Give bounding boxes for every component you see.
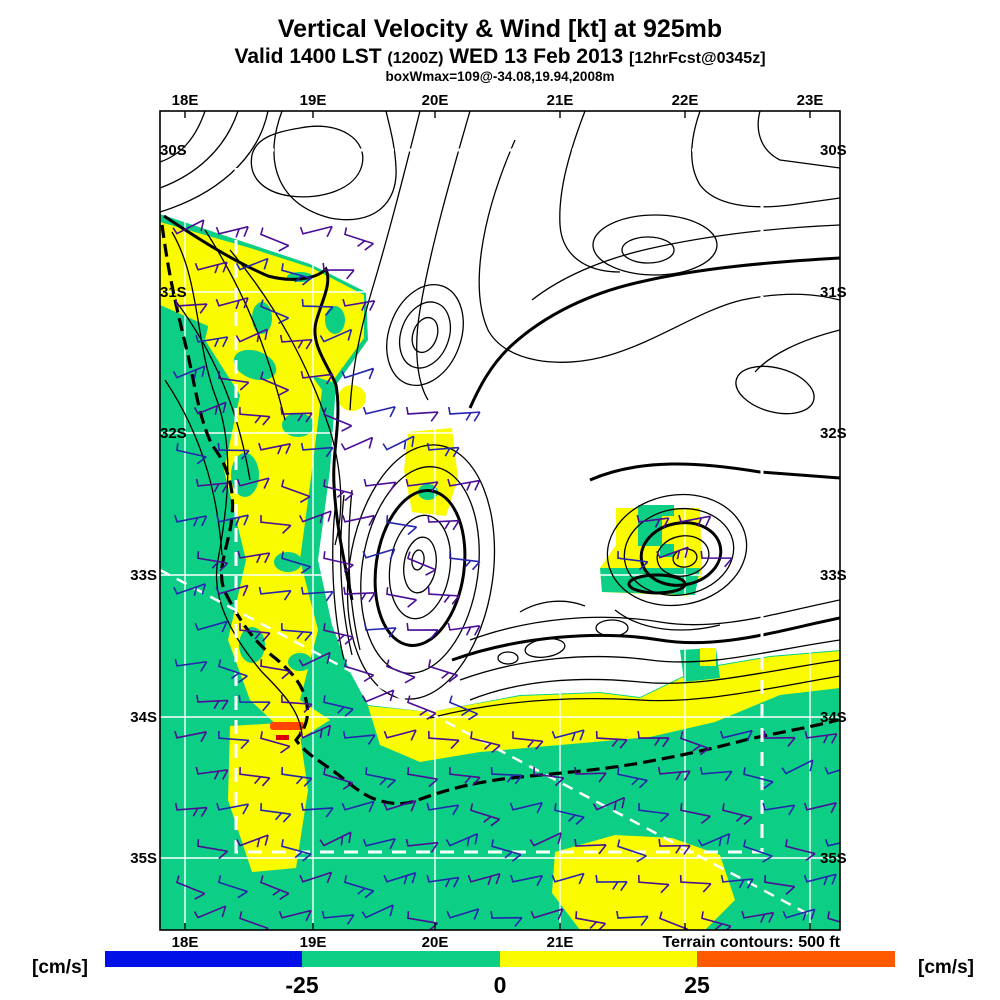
wmax-info-line: boxWmax=109@-34.08,19.94,2008m [386, 69, 615, 84]
bottom-axis-labels: 18E 19E 20E 21E [172, 934, 574, 951]
colorbar-segment-strong-sinking [105, 951, 302, 967]
colorbar: [cm/s] [cm/s] -25 0 25 [32, 951, 974, 998]
left-tick-label: 35S [130, 850, 157, 867]
colorbar-tick: -25 [285, 972, 318, 998]
terrain-contours [160, 111, 840, 736]
colorbar-tick: 25 [684, 972, 710, 998]
top-tick-label: 20E [422, 92, 449, 109]
right-tick-label: 35S [820, 850, 847, 867]
right-tick-label: 30S [820, 142, 847, 159]
left-tick-label: 32S [160, 425, 187, 442]
left-tick-label: 34S [130, 709, 157, 726]
left-tick-label: 30S [160, 142, 187, 159]
top-tick-label: 18E [172, 92, 199, 109]
top-tick-label: 23E [797, 92, 824, 109]
top-axis-labels: 18E 19E 20E 21E 22E 23E [172, 92, 824, 109]
right-tick-label: 32S [820, 425, 847, 442]
left-tick-label: 31S [160, 284, 187, 301]
right-tick-label: 34S [820, 709, 847, 726]
bottom-tick-label: 19E [300, 934, 327, 951]
top-tick-label: 19E [300, 92, 327, 109]
coastline [160, 224, 839, 806]
left-tick-label: 33S [130, 567, 157, 584]
colorbar-segment-weak-sinking [302, 951, 500, 967]
top-tick-label: 21E [547, 92, 574, 109]
bottom-tick-label: 21E [547, 934, 574, 951]
right-tick-label: 31S [820, 284, 847, 301]
wind-barbs [172, 219, 840, 930]
right-axis-labels: 30S 31S 32S 33S 34S 35S [820, 142, 847, 867]
top-tick-label: 22E [672, 92, 699, 109]
axis-ticks [184, 111, 811, 930]
page-title: Vertical Velocity & Wind [kt] at 925mb [278, 15, 722, 43]
colorbar-segment-weak-rising [500, 951, 697, 967]
left-axis-labels: 30S 31S 32S 33S 34S 35S [130, 142, 186, 867]
bottom-tick-label: 18E [172, 934, 199, 951]
colorbar-units-right: [cm/s] [918, 957, 974, 978]
terrain-contours-note: Terrain contours: 500 ft [662, 934, 840, 951]
map-frame [159, 110, 841, 931]
colorbar-tick: 0 [494, 972, 507, 998]
wmax-marker [270, 722, 304, 730]
colorbar-units-left: [cm/s] [32, 957, 88, 978]
right-tick-label: 33S [820, 567, 847, 584]
vertical-velocity-fills [160, 214, 840, 930]
valid-time-line: Valid 1400 LST (1200Z) WED 13 Feb 2013 [… [234, 45, 765, 68]
bottom-tick-label: 20E [422, 934, 449, 951]
colorbar-segment-strong-rising [697, 951, 895, 967]
